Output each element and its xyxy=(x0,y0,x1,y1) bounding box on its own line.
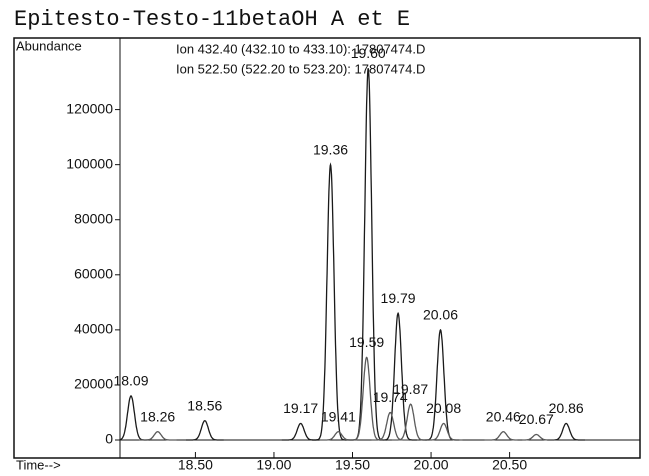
y-tick-label: 120000 xyxy=(66,100,113,116)
y-tick-label: 0 xyxy=(105,431,113,447)
x-axis-label: Time--> xyxy=(16,457,61,472)
peak-label: 19.36 xyxy=(313,141,348,157)
peak-label: 19.41 xyxy=(321,408,356,424)
x-tick-label: 19.50 xyxy=(335,457,370,473)
chart-title: Epitesto-Testo-11betaOH A et E xyxy=(14,7,410,32)
peak-label: 19.79 xyxy=(381,290,416,306)
peak xyxy=(391,403,430,441)
peak-label: 19.87 xyxy=(393,381,428,397)
peak-label: 18.26 xyxy=(140,408,175,424)
peak xyxy=(281,422,320,441)
y-tick-label: 100000 xyxy=(66,155,113,171)
peak-label: 20.06 xyxy=(423,307,458,323)
ion-annotation: Ion 432.40 (432.10 to 433.10): 17807474.… xyxy=(176,41,425,56)
y-tick-label: 40000 xyxy=(74,321,113,337)
x-tick-label: 20.50 xyxy=(492,457,527,473)
peak xyxy=(349,68,388,441)
peak xyxy=(484,431,523,441)
peak-label: 20.08 xyxy=(426,400,461,416)
peak-label: 18.56 xyxy=(187,397,222,413)
peak-label: 20.67 xyxy=(519,411,554,427)
y-tick-label: 20000 xyxy=(74,376,113,392)
peak xyxy=(319,431,358,441)
x-tick-label: 19.00 xyxy=(256,457,291,473)
peak-label: 19.17 xyxy=(283,400,318,416)
y-tick-label: 60000 xyxy=(74,265,113,281)
peak-label: 19.74 xyxy=(373,389,408,405)
peak-label: 20.46 xyxy=(486,408,521,424)
peak xyxy=(186,420,224,441)
plot-frame xyxy=(13,37,641,459)
y-tick-label: 80000 xyxy=(74,210,113,226)
peak-label: 19.60 xyxy=(351,45,386,61)
peak xyxy=(517,433,556,441)
peak xyxy=(424,422,463,441)
x-tick-label: 20.00 xyxy=(414,457,449,473)
peak xyxy=(311,162,350,441)
peak-label: 19.59 xyxy=(349,334,384,350)
ion-annotation: Ion 522.50 (522.20 to 523.20): 17807474.… xyxy=(176,61,425,76)
peak-label: 20.86 xyxy=(549,400,584,416)
peak xyxy=(379,311,417,441)
y-axis-label: Abundance xyxy=(16,38,82,53)
peak xyxy=(371,411,410,441)
x-tick-label: 18.50 xyxy=(178,457,213,473)
peak-label: 18.09 xyxy=(113,373,148,389)
peak xyxy=(138,431,177,441)
